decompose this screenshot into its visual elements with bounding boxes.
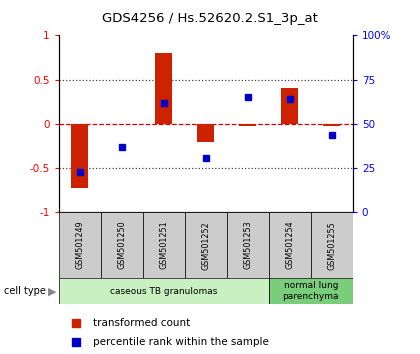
Bar (323, 124, 340, 126)
Bar (59, 278, 269, 304)
Text: GSM501254: GSM501254 (285, 221, 294, 269)
Text: GDS4256 / Hs.52620.2.S1_3p_at: GDS4256 / Hs.52620.2.S1_3p_at (102, 12, 318, 25)
Bar (197, 124, 214, 142)
Bar (269, 212, 311, 278)
Bar (185, 212, 227, 278)
Bar (311, 212, 353, 278)
Text: cell type: cell type (4, 286, 46, 296)
Text: GSM501253: GSM501253 (243, 221, 252, 269)
Bar (281, 88, 298, 124)
Text: transformed count: transformed count (93, 318, 190, 328)
Text: GSM501250: GSM501250 (117, 221, 126, 269)
Bar (269, 278, 353, 304)
Bar (59, 212, 101, 278)
Bar (71, 124, 88, 188)
Text: percentile rank within the sample: percentile rank within the sample (93, 337, 269, 347)
Bar (227, 212, 269, 278)
Bar (143, 212, 185, 278)
Bar (101, 212, 143, 278)
Text: GSM501249: GSM501249 (75, 221, 84, 269)
Text: GSM501255: GSM501255 (327, 221, 336, 269)
Text: ▶: ▶ (48, 286, 57, 296)
Bar (155, 53, 172, 124)
Bar (239, 124, 256, 126)
Text: caseous TB granulomas: caseous TB granulomas (110, 287, 218, 296)
Text: GSM501252: GSM501252 (201, 221, 210, 269)
Text: GSM501251: GSM501251 (159, 221, 168, 269)
Text: normal lung
parenchyma: normal lung parenchyma (283, 281, 339, 301)
